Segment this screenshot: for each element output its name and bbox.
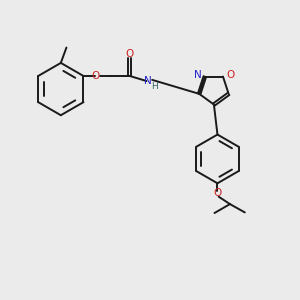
- Text: O: O: [92, 71, 100, 81]
- Text: O: O: [213, 188, 222, 198]
- Text: H: H: [151, 82, 158, 91]
- Text: N: N: [144, 76, 152, 86]
- Text: O: O: [126, 49, 134, 59]
- Text: O: O: [226, 70, 234, 80]
- Text: N: N: [194, 70, 202, 80]
